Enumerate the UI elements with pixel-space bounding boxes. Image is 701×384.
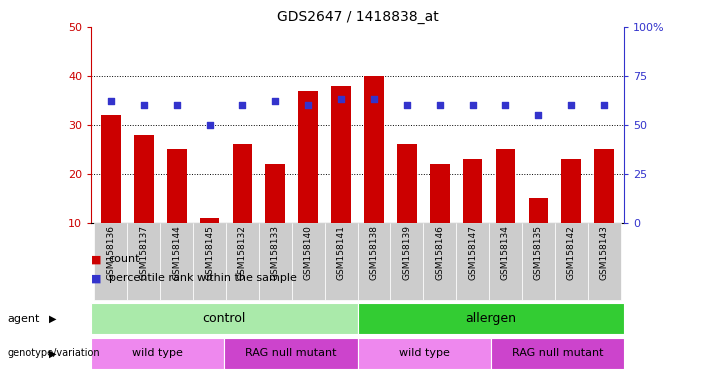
FancyBboxPatch shape <box>224 338 358 369</box>
FancyBboxPatch shape <box>491 338 624 369</box>
FancyBboxPatch shape <box>358 223 390 300</box>
Text: ▶: ▶ <box>48 348 56 358</box>
Bar <box>331 86 351 223</box>
Text: GSM158143: GSM158143 <box>599 225 608 280</box>
Bar <box>562 159 581 223</box>
FancyBboxPatch shape <box>91 338 224 369</box>
FancyBboxPatch shape <box>226 223 259 300</box>
Point <box>533 112 544 118</box>
Text: ■: ■ <box>91 273 102 283</box>
Text: allergen: allergen <box>465 312 516 325</box>
FancyBboxPatch shape <box>292 223 325 300</box>
Text: GSM158142: GSM158142 <box>567 225 576 280</box>
Point <box>336 96 347 103</box>
FancyBboxPatch shape <box>522 223 554 300</box>
Point <box>270 98 281 104</box>
Text: percentile rank within the sample: percentile rank within the sample <box>109 273 297 283</box>
Text: GSM158137: GSM158137 <box>139 225 148 280</box>
Bar <box>167 149 186 223</box>
FancyBboxPatch shape <box>456 223 489 300</box>
Text: GSM158141: GSM158141 <box>336 225 346 280</box>
Text: wild type: wild type <box>132 348 183 358</box>
Text: GSM158145: GSM158145 <box>205 225 214 280</box>
Point <box>401 102 412 108</box>
Text: GSM158147: GSM158147 <box>468 225 477 280</box>
Text: RAG null mutant: RAG null mutant <box>512 348 603 358</box>
Bar <box>364 76 384 223</box>
Text: GSM158132: GSM158132 <box>238 225 247 280</box>
Point <box>105 98 116 104</box>
Point <box>368 96 379 103</box>
Point <box>204 122 215 128</box>
FancyBboxPatch shape <box>91 303 358 334</box>
FancyBboxPatch shape <box>128 223 161 300</box>
Title: GDS2647 / 1418838_at: GDS2647 / 1418838_at <box>277 10 438 25</box>
FancyBboxPatch shape <box>423 223 456 300</box>
Point <box>566 102 577 108</box>
Bar <box>397 144 416 223</box>
Text: GSM158134: GSM158134 <box>501 225 510 280</box>
FancyBboxPatch shape <box>358 338 491 369</box>
Text: agent: agent <box>7 314 39 324</box>
Text: count: count <box>109 254 140 264</box>
Point <box>599 102 610 108</box>
FancyBboxPatch shape <box>325 223 358 300</box>
Text: GSM158139: GSM158139 <box>402 225 411 280</box>
Text: RAG null mutant: RAG null mutant <box>245 348 336 358</box>
Text: GSM158135: GSM158135 <box>534 225 543 280</box>
Bar <box>529 198 548 223</box>
Bar <box>299 91 318 223</box>
FancyBboxPatch shape <box>193 223 226 300</box>
Text: genotype/variation: genotype/variation <box>7 348 100 358</box>
Text: GSM158140: GSM158140 <box>304 225 313 280</box>
Bar <box>463 159 482 223</box>
Point <box>138 102 149 108</box>
Text: wild type: wild type <box>399 348 449 358</box>
Bar <box>496 149 515 223</box>
Text: GSM158136: GSM158136 <box>107 225 116 280</box>
Point <box>467 102 478 108</box>
Point <box>434 102 445 108</box>
Bar <box>101 115 121 223</box>
Text: ▶: ▶ <box>48 314 56 324</box>
Bar <box>134 135 154 223</box>
Text: GSM158144: GSM158144 <box>172 225 181 280</box>
FancyBboxPatch shape <box>390 223 423 300</box>
Bar <box>233 144 252 223</box>
Point <box>171 102 182 108</box>
FancyBboxPatch shape <box>554 223 587 300</box>
Text: control: control <box>203 312 246 325</box>
FancyBboxPatch shape <box>161 223 193 300</box>
Text: GSM158138: GSM158138 <box>369 225 379 280</box>
Point <box>237 102 248 108</box>
Bar <box>594 149 614 223</box>
Bar <box>266 164 285 223</box>
FancyBboxPatch shape <box>259 223 292 300</box>
Bar <box>430 164 449 223</box>
Text: ■: ■ <box>91 254 102 264</box>
FancyBboxPatch shape <box>95 223 128 300</box>
Text: GSM158146: GSM158146 <box>435 225 444 280</box>
Text: GSM158133: GSM158133 <box>271 225 280 280</box>
Bar <box>200 218 219 223</box>
FancyBboxPatch shape <box>358 303 624 334</box>
Point <box>303 102 314 108</box>
FancyBboxPatch shape <box>489 223 522 300</box>
FancyBboxPatch shape <box>587 223 620 300</box>
Point <box>500 102 511 108</box>
